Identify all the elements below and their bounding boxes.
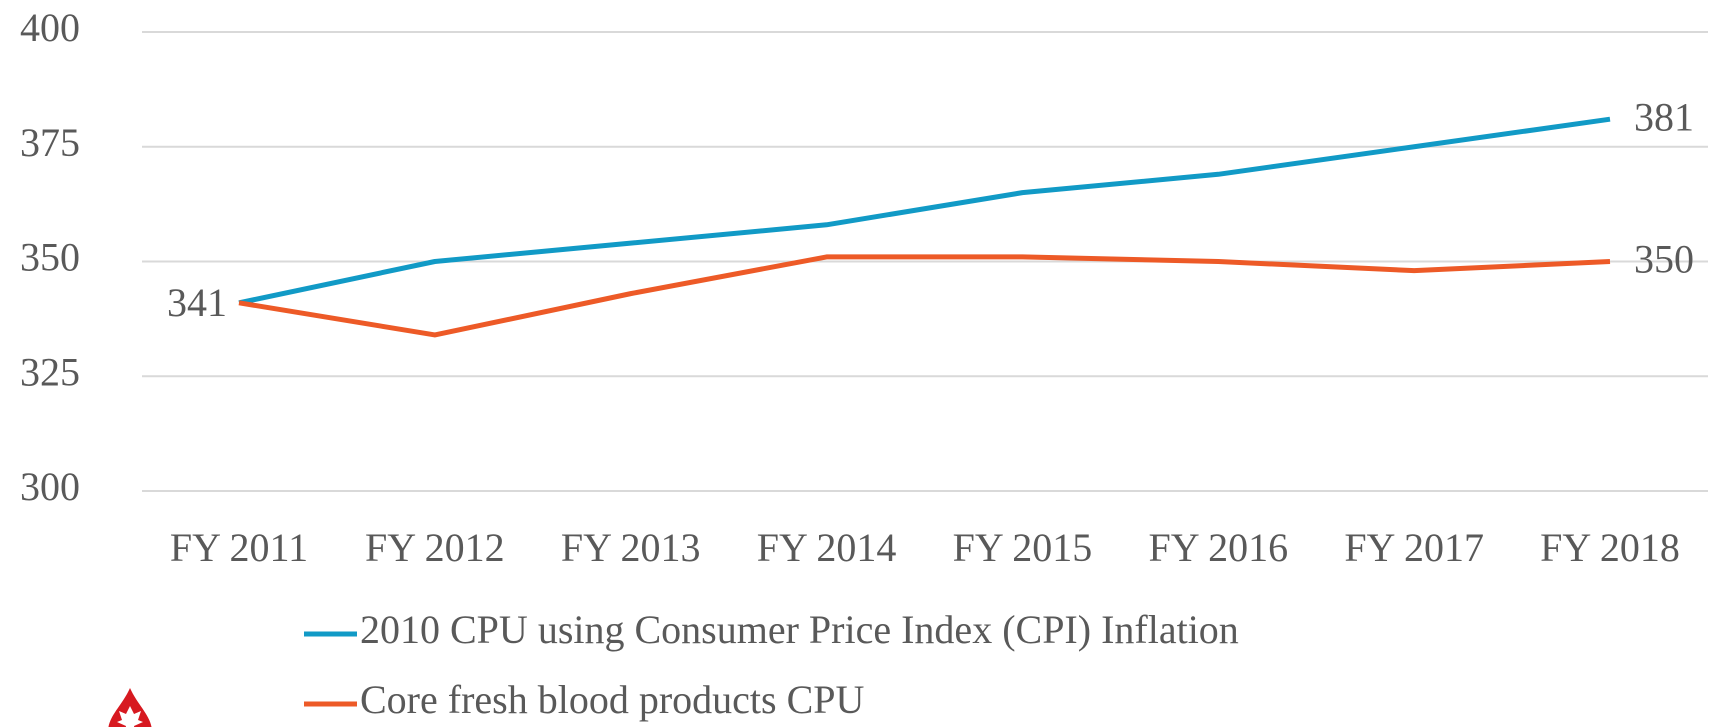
legend-label: 2010 CPU using Consumer Price Index (CPI… <box>360 607 1239 652</box>
y-tick-label: 400 <box>20 5 80 50</box>
series-line <box>238 254 1611 338</box>
x-tick-label: FY 2015 <box>953 525 1093 570</box>
data-label: 381 <box>1634 94 1694 139</box>
x-tick-label: FY 2012 <box>365 525 505 570</box>
y-tick-label: 300 <box>20 464 80 509</box>
x-tick-label: FY 2011 <box>170 525 308 570</box>
data-label: 341 <box>167 280 227 325</box>
x-tick-label: FY 2013 <box>561 525 701 570</box>
y-tick-label: 350 <box>20 235 80 280</box>
legend-label: Core fresh blood products CPU <box>360 677 865 722</box>
x-tick-label: FY 2017 <box>1344 525 1484 570</box>
y-tick-label: 375 <box>20 120 80 165</box>
x-tick-label: FY 2014 <box>757 525 897 570</box>
series-line <box>238 116 1611 306</box>
logo <box>108 688 152 727</box>
x-tick-label: FY 2016 <box>1148 525 1288 570</box>
data-label: 350 <box>1634 237 1694 282</box>
y-tick-label: 325 <box>20 349 80 394</box>
x-tick-label: FY 2018 <box>1540 525 1680 570</box>
